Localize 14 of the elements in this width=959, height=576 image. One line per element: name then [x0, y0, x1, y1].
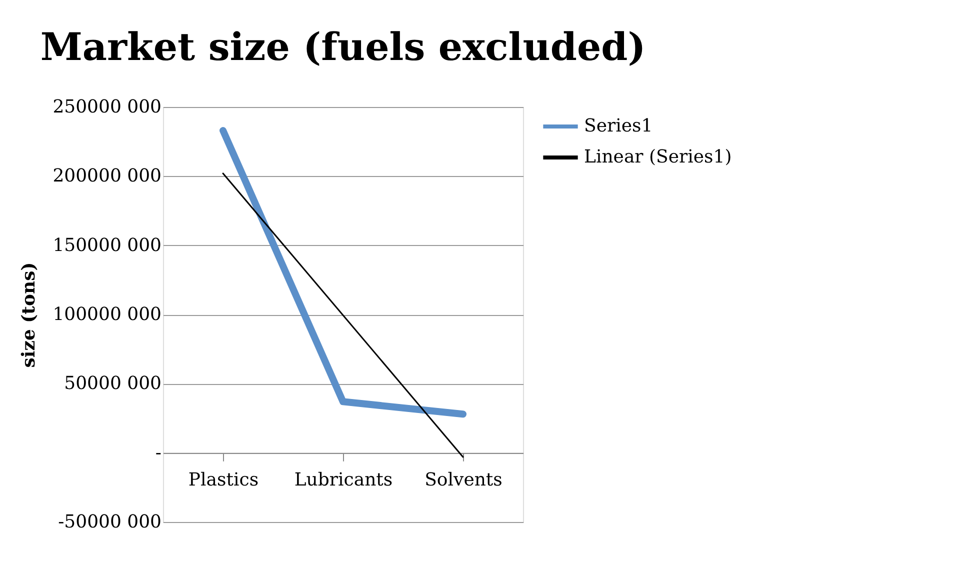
legend-label: Linear (Series1)	[584, 146, 732, 168]
y-tick-label: 150000 000	[52, 234, 162, 256]
x-tick-label: Plastics	[188, 469, 259, 490]
y-tick-label: -50000 000	[58, 512, 162, 532]
x-tick-label: Lubricants	[294, 469, 393, 490]
chart-title: Market size (fuels excluded)	[40, 24, 646, 69]
y-tick-label: 200000 000	[52, 166, 162, 187]
legend-label: Series1	[584, 116, 653, 136]
y-axis-title: size (tons)	[18, 262, 40, 368]
y-tick-label: 100000 000	[52, 304, 162, 325]
y-tick-label: -	[155, 442, 162, 464]
x-tick-label: Solvents	[424, 469, 502, 490]
y-tick-label: 50000 000	[64, 373, 162, 394]
y-tick-label: 250000 000	[52, 96, 162, 118]
